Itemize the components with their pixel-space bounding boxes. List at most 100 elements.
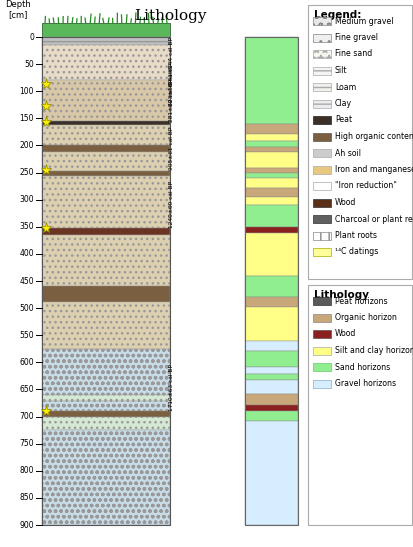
Bar xyxy=(42,146,170,152)
Bar xyxy=(244,197,297,205)
Bar xyxy=(42,176,170,228)
Bar xyxy=(244,233,297,276)
Text: Lithology: Lithology xyxy=(133,9,206,23)
Text: Iron and manganese motteling: Iron and manganese motteling xyxy=(334,165,413,174)
Bar xyxy=(244,37,297,525)
Bar xyxy=(312,182,330,190)
Text: 905±61 cal BP: 905±61 cal BP xyxy=(169,126,174,170)
Bar xyxy=(244,205,297,227)
Bar xyxy=(244,152,297,168)
Bar xyxy=(42,301,170,349)
Bar xyxy=(244,168,297,172)
Text: 550: 550 xyxy=(19,331,34,340)
Bar xyxy=(312,231,330,240)
Text: 1240±60 cal BP: 1240±60 cal BP xyxy=(169,181,174,229)
Bar xyxy=(312,346,330,354)
Text: 300: 300 xyxy=(19,195,34,204)
Bar xyxy=(244,276,297,297)
Text: Clay: Clay xyxy=(334,99,351,108)
Bar xyxy=(312,199,330,207)
Bar xyxy=(312,149,330,157)
Text: 450: 450 xyxy=(19,276,34,286)
Text: 150: 150 xyxy=(19,114,34,123)
Bar xyxy=(244,341,297,352)
Bar xyxy=(312,248,330,256)
Text: 600: 600 xyxy=(19,358,34,367)
Bar xyxy=(244,147,297,152)
Bar xyxy=(312,330,330,338)
Bar xyxy=(312,132,330,141)
Text: Depth
[cm]: Depth [cm] xyxy=(5,0,31,19)
Text: Fine sand: Fine sand xyxy=(334,49,371,59)
Text: Silt: Silt xyxy=(334,66,347,75)
Text: Peat: Peat xyxy=(334,115,351,125)
Text: "Iron reduction": "Iron reduction" xyxy=(334,182,396,190)
Bar xyxy=(244,188,297,197)
Bar xyxy=(244,352,297,366)
Text: Charcoal or plant remains: Charcoal or plant remains xyxy=(334,214,413,224)
Bar xyxy=(244,141,297,147)
Text: Plant roots: Plant roots xyxy=(334,231,376,240)
Text: Wood: Wood xyxy=(334,198,356,207)
Bar xyxy=(244,227,297,233)
Bar xyxy=(312,215,330,223)
Text: 1710±63 cal BP: 1710±63 cal BP xyxy=(169,364,174,411)
Bar xyxy=(312,50,330,58)
Text: Organic horizon: Organic horizon xyxy=(334,313,396,322)
Text: 281±60 cal BP: 281±60 cal BP xyxy=(169,79,174,122)
Text: Gravel horizons: Gravel horizons xyxy=(334,379,395,388)
Text: 141±144 cal BP: 141±144 cal BP xyxy=(169,37,174,84)
Bar xyxy=(312,380,330,387)
Bar xyxy=(42,417,170,430)
Text: 50: 50 xyxy=(24,60,34,68)
Text: 650: 650 xyxy=(19,385,34,394)
Bar xyxy=(244,297,297,307)
Bar xyxy=(312,313,330,322)
Bar xyxy=(312,116,330,124)
Bar xyxy=(42,37,170,525)
Text: Ah soil: Ah soil xyxy=(334,148,360,158)
Text: Silt and clay horizons: Silt and clay horizons xyxy=(334,346,413,355)
Text: 100: 100 xyxy=(19,87,34,96)
Bar xyxy=(312,33,330,42)
Bar xyxy=(244,178,297,188)
Bar xyxy=(312,83,330,91)
Bar xyxy=(42,401,170,411)
Bar xyxy=(42,121,170,125)
Bar xyxy=(42,80,170,121)
Text: Lithology: Lithology xyxy=(313,290,368,300)
Text: Peat horizons: Peat horizons xyxy=(334,296,387,306)
Text: Sand horizons: Sand horizons xyxy=(334,363,389,371)
Bar xyxy=(42,235,170,287)
Bar xyxy=(307,5,411,279)
Bar xyxy=(42,395,170,401)
Text: 250: 250 xyxy=(19,168,34,177)
Text: 850: 850 xyxy=(19,493,34,502)
Text: 400: 400 xyxy=(19,249,34,258)
Bar xyxy=(244,307,297,341)
Text: 700: 700 xyxy=(19,412,34,421)
Text: 200: 200 xyxy=(19,141,34,150)
Bar xyxy=(312,166,330,173)
Bar xyxy=(42,430,170,525)
Text: 223±56 cal BP: 223±56 cal BP xyxy=(169,63,174,107)
Bar xyxy=(244,37,297,124)
Bar xyxy=(244,394,297,405)
Bar xyxy=(312,67,330,74)
Text: ¹⁴C datings: ¹⁴C datings xyxy=(334,247,377,257)
Bar xyxy=(42,171,170,176)
Text: 0: 0 xyxy=(29,32,34,42)
Bar xyxy=(42,125,170,146)
Bar xyxy=(42,349,170,395)
Bar xyxy=(244,172,297,178)
Bar xyxy=(244,421,297,525)
Bar xyxy=(42,228,170,235)
Bar xyxy=(42,23,170,37)
Bar xyxy=(42,37,170,45)
Text: 350: 350 xyxy=(19,222,34,231)
Bar xyxy=(244,374,297,380)
Text: Medium gravel: Medium gravel xyxy=(334,16,392,26)
Bar xyxy=(42,287,170,301)
Text: 500: 500 xyxy=(19,304,34,313)
Bar xyxy=(244,405,297,411)
